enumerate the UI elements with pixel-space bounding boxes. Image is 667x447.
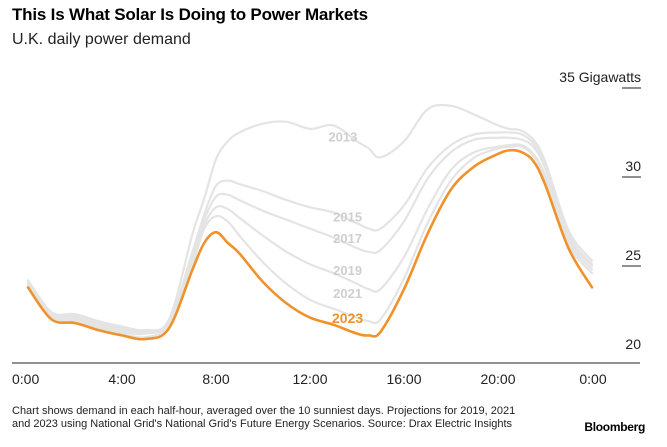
chart-footnote: Chart shows demand in each half-hour, av…	[12, 405, 516, 430]
x-tick-label: 12:00	[292, 371, 327, 387]
series-label-2021: 2021	[333, 286, 362, 301]
chart-subtitle: U.K. daily power demand	[12, 31, 191, 48]
x-tick-label: 16:00	[386, 371, 421, 387]
x-tick-label: 0:00	[12, 371, 39, 387]
series-line-2017	[26, 136, 594, 334]
chart-title: This Is What Solar Is Doing to Power Mar…	[12, 5, 368, 24]
series-line-2013	[26, 103, 594, 332]
series-label-2019: 2019	[333, 263, 362, 278]
bloomberg-logo: Bloomberg	[584, 420, 645, 434]
x-tick-label: 4:00	[108, 371, 135, 387]
y-tick-label: 20	[625, 336, 641, 352]
series-line-2023	[26, 148, 594, 341]
y-tick-label: 25	[625, 247, 641, 263]
series-label-2023: 2023	[332, 310, 363, 326]
x-tick-label: 8:00	[202, 371, 229, 387]
series-line-2015	[26, 131, 594, 334]
series-label-2015: 2015	[333, 210, 362, 225]
series-line-2021	[26, 144, 594, 339]
series-label-2013: 2013	[328, 129, 357, 144]
y-tick-label: 35 Gigawatts	[559, 69, 641, 85]
series-line-2019	[26, 143, 594, 336]
x-tick-label: 20:00	[480, 371, 515, 387]
y-tick-label: 30	[625, 158, 641, 174]
x-tick-label: 0:00	[579, 371, 606, 387]
series-label-2017: 2017	[333, 231, 362, 246]
